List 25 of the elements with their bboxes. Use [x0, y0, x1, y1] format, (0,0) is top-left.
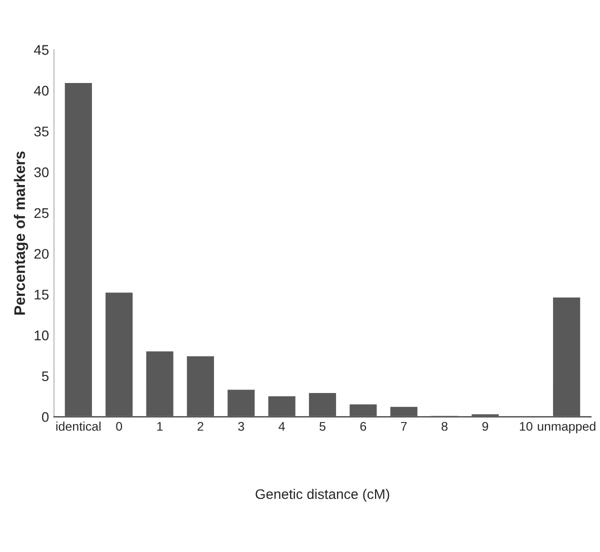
x-tick-label: 3	[238, 422, 244, 431]
x-tick-label: 1	[157, 422, 163, 431]
x-tick-label: 0	[116, 422, 122, 431]
x-tick-label: 7	[401, 422, 407, 431]
x-tick-label: 9	[482, 422, 488, 431]
x-tick-label: identical	[56, 422, 101, 431]
y-axis-title: Percentage of markers	[14, 151, 28, 315]
x-tick-label: unmapped	[538, 422, 596, 434]
x-tick-label: 2	[198, 422, 204, 431]
x-tick-label: 4	[278, 422, 285, 431]
y-tick-label: 35	[34, 126, 49, 136]
x-tick-label: 5	[320, 422, 326, 431]
y-tick-label: 45	[34, 45, 49, 55]
x-tick-label: 10	[520, 422, 532, 431]
y-tick-label: 40	[34, 86, 49, 96]
y-tick-label: 15	[34, 290, 49, 300]
y-tick-label: 25	[34, 208, 49, 218]
x-axis-title: Genetic distance (cM)	[256, 488, 390, 502]
x-tick-label: 6	[360, 422, 366, 431]
y-tick-label: 5	[42, 371, 49, 382]
y-tick-label: 20	[34, 248, 49, 259]
y-tick-label: 0	[42, 412, 49, 422]
y-tick-label: 10	[34, 330, 49, 340]
y-tick-label: 30	[34, 167, 49, 178]
x-tick-label: 8	[442, 422, 448, 431]
